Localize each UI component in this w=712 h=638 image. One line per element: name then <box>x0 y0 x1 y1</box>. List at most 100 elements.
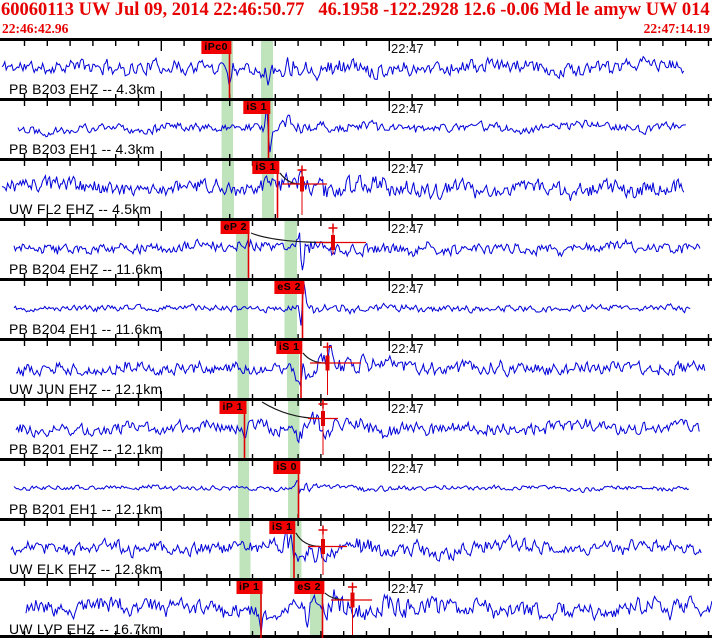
trace-canvas[interactable] <box>0 458 712 518</box>
amplitude-bar <box>331 235 335 250</box>
amplitude-bar <box>325 355 330 371</box>
amplitude-marker[interactable] <box>282 165 327 216</box>
window-start-time: 22:46:42.96 <box>2 21 69 36</box>
trace-row-PB-B204-EH1[interactable]: 22:47 eS 2 PB B204 EH1 -- 11.6km <box>0 278 712 338</box>
trace-row-UW-LVP-EHZ[interactable]: 22:47 iP 1 eS 2 UW LVP EHZ -- 16.7km <box>0 578 712 638</box>
waveform[interactable] <box>25 589 712 633</box>
pick-flag[interactable]: eP 2 <box>220 221 250 234</box>
amplitude-bar <box>321 539 325 554</box>
trace-panel: 22:47 iPc0 PB B203 EHZ -- 4.3km 22:47 iS 1 PB… <box>0 38 712 638</box>
row-border <box>0 398 712 401</box>
amplitude-marker[interactable] <box>316 223 366 255</box>
station-label: PB B203 EHZ -- 4.3km <box>9 81 156 97</box>
trace-row-UW-JUN-EHZ[interactable]: 22:47 iS 1 UW JUN EHZ -- 12.1km <box>0 338 712 398</box>
p-arrival-window-band <box>237 341 249 398</box>
waveform[interactable] <box>13 281 691 326</box>
pick-flag[interactable]: iS 1 <box>243 101 270 114</box>
trace-canvas[interactable] <box>0 158 712 218</box>
time-ticks <box>23 101 710 158</box>
time-tick-label: 22:47 <box>391 221 424 236</box>
trace-row-PB-B203-EH1[interactable]: 22:47 iS 1 PB B203 EH1 -- 4.3km <box>0 98 712 158</box>
time-ticks <box>23 221 710 278</box>
station-label: PB B201 EH1 -- 12.1km <box>9 501 163 517</box>
waveform[interactable] <box>1 55 685 86</box>
bottom-border <box>0 635 712 638</box>
time-tick-label: 22:47 <box>391 401 424 416</box>
time-tick-label: 22:47 <box>391 281 424 296</box>
pick-flag[interactable]: iPc0 <box>201 41 231 54</box>
window-end-time: 22:47:14.19 <box>643 21 710 36</box>
trace-row-PB-B203-EHZ[interactable]: 22:47 iPc0 PB B203 EHZ -- 4.3km <box>0 38 712 98</box>
trace-canvas[interactable] <box>0 578 712 638</box>
station-label: UW FL2 EHZ -- 4.5km <box>9 201 152 217</box>
event-flag-count: 4 <box>700 0 710 20</box>
trace-canvas[interactable] <box>0 518 712 578</box>
row-border <box>0 578 712 581</box>
row-border <box>0 518 712 521</box>
amplitude-marker[interactable] <box>331 582 372 636</box>
row-border <box>0 158 712 161</box>
p-arrival-window-band <box>238 401 249 458</box>
waveform[interactable] <box>13 480 690 495</box>
trace-canvas[interactable] <box>0 338 712 398</box>
event-location-magnitude: 46.1958 -122.2928 12.6 -0.06 Md le amyw … <box>318 0 701 20</box>
s-arrival-window-band <box>290 521 302 578</box>
row-border <box>0 458 712 461</box>
trace-canvas[interactable] <box>0 278 712 338</box>
trace-row-UW-ELK-EHZ[interactable]: 22:47 iS 1 UW ELK EHZ -- 12.8km <box>0 518 712 578</box>
amplitude-marker[interactable] <box>310 342 361 396</box>
waveform[interactable] <box>17 112 686 153</box>
s-arrival-window-band <box>261 101 273 158</box>
pick-flag[interactable]: iP 1 <box>236 581 263 594</box>
time-tick-label: 22:47 <box>391 41 424 56</box>
trace-row-PB-B201-EH1[interactable]: 22:47 iS 0 PB B201 EH1 -- 12.1km <box>0 458 712 518</box>
trace-canvas[interactable] <box>0 98 712 158</box>
s-arrival-window-band <box>284 221 297 278</box>
p-arrival-window-band <box>236 221 248 278</box>
row-border <box>0 218 712 221</box>
amplitude-marker[interactable] <box>308 399 338 456</box>
time-tick-label: 22:47 <box>391 581 424 596</box>
pick-flag[interactable]: iS 1 <box>252 161 279 174</box>
p-arrival-window-band <box>222 161 234 218</box>
station-label: PB B204 EHZ -- 11.6km <box>9 261 163 277</box>
waveform[interactable] <box>13 232 701 271</box>
trace-canvas[interactable] <box>0 398 712 458</box>
waveform[interactable] <box>15 411 700 444</box>
row-border <box>0 98 712 101</box>
p-arrival-window-band <box>221 41 233 98</box>
trace-canvas[interactable] <box>0 38 712 98</box>
s-arrival-window-band <box>262 161 274 218</box>
station-label: UW JUN EHZ -- 12.1km <box>9 381 163 397</box>
time-ticks <box>23 41 710 98</box>
pick-flag[interactable]: eS 2 <box>294 581 324 594</box>
trace-row-PB-B201-EHZ[interactable]: 22:47 iP 1 PB B201 EHZ -- 12.1km <box>0 398 712 458</box>
row-border <box>0 338 712 341</box>
station-label: PB B201 EHZ -- 12.1km <box>9 441 164 457</box>
pick-flag[interactable]: iS 1 <box>268 521 296 534</box>
amplitude-bar <box>321 411 325 426</box>
station-label: UW ELK EHZ -- 12.8km <box>9 561 162 577</box>
station-label: UW LVP EHZ -- 16.7km <box>9 621 161 637</box>
pick-flag[interactable]: eS 2 <box>274 281 304 294</box>
trace-row-PB-B204-EHZ[interactable]: 22:47 eP 2 PB B204 EHZ -- 11.6km <box>0 218 712 278</box>
trace-row-UW-FL2-EHZ[interactable]: 22:47 iS 1 UW FL2 EHZ -- 4.5km <box>0 158 712 218</box>
pick-flag[interactable]: iS 0 <box>273 461 300 474</box>
waveform[interactable] <box>15 344 706 387</box>
waveform[interactable] <box>10 530 702 563</box>
waveform[interactable] <box>1 170 685 201</box>
station-label: PB B204 EH1 -- 11.6km <box>9 321 162 337</box>
s-arrival-window-band <box>261 41 273 98</box>
event-summary-bar: 60060113 UW Jul 09, 2014 22:46:50.77 46.… <box>0 0 712 38</box>
station-label: PB B203 EH1 -- 4.3km <box>9 141 155 157</box>
pick-flag[interactable]: iP 1 <box>219 401 246 414</box>
amplitude-marker[interactable] <box>308 525 347 576</box>
pick-flag[interactable]: iS 1 <box>275 341 303 354</box>
p-arrival-window-band <box>236 281 248 338</box>
time-ticks <box>23 521 710 578</box>
time-ticks <box>23 401 710 458</box>
amplitude-bar <box>350 592 355 608</box>
time-tick-label: 22:47 <box>391 101 424 116</box>
time-tick-label: 22:47 <box>391 161 424 176</box>
